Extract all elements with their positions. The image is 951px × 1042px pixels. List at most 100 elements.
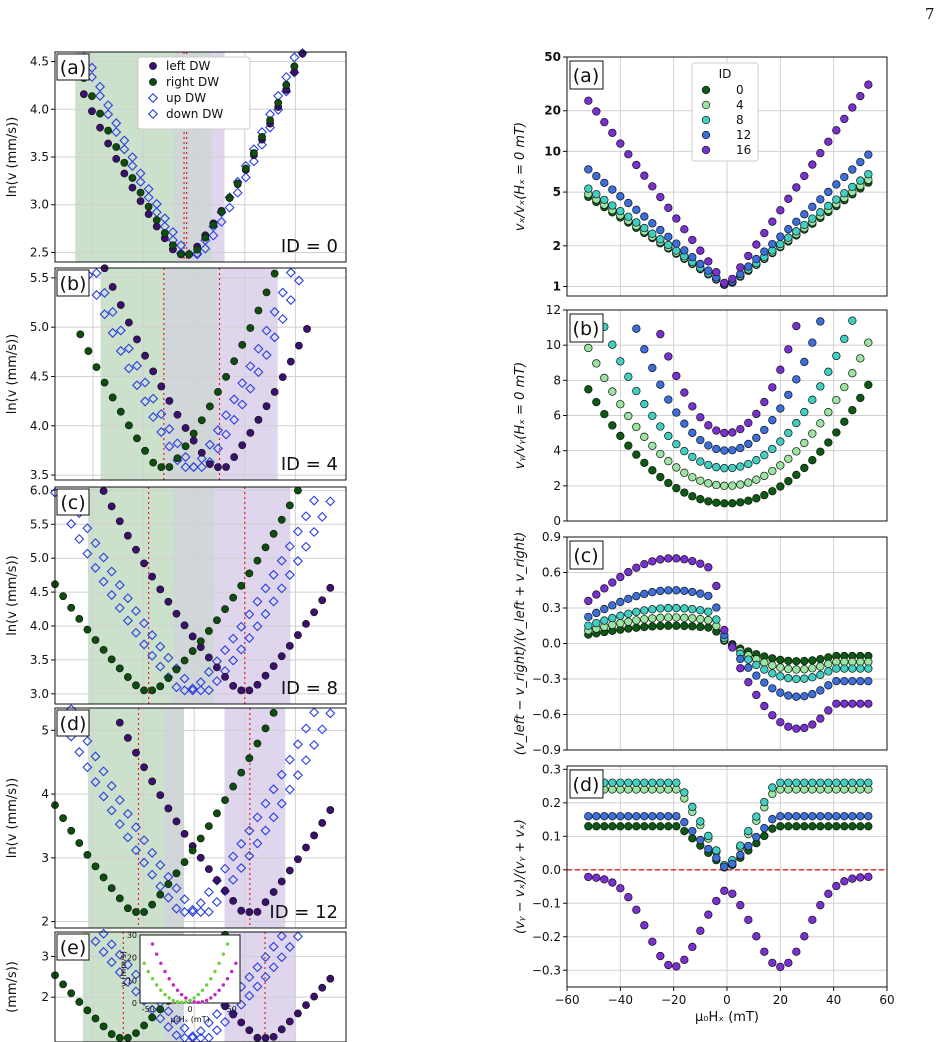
up-dw-point xyxy=(155,661,166,672)
legend-marker xyxy=(147,92,159,104)
left-dw-point xyxy=(204,653,213,662)
data-point-id-12 xyxy=(848,812,857,821)
left-dw-point xyxy=(132,545,140,554)
right-dw-point xyxy=(229,782,238,791)
left-dw-point xyxy=(237,906,246,915)
left-panel-3 xyxy=(51,704,347,929)
data-point-id-8 xyxy=(768,783,777,792)
data-point-id-4 xyxy=(616,400,625,409)
panel-label: (b) xyxy=(573,318,600,340)
right-dw-point xyxy=(99,1022,108,1031)
up-dw-point xyxy=(155,1013,166,1024)
up-dw-point xyxy=(90,562,101,573)
data-point-id-0 xyxy=(776,822,785,831)
down-dw-point xyxy=(253,367,264,378)
up-dw-point xyxy=(244,609,255,620)
left-panel-2 xyxy=(49,486,347,705)
y-tick-label: 4.5 xyxy=(30,55,49,69)
down-dw-point xyxy=(115,325,126,336)
right-dw-point xyxy=(214,388,222,396)
panel-label: (b) xyxy=(60,273,87,295)
y-tick-label: 5 xyxy=(41,723,49,737)
up-dw-point xyxy=(236,621,247,632)
y-tick-label: 2 xyxy=(553,239,561,253)
right-dw-point xyxy=(230,357,239,366)
data-point-id-4 xyxy=(808,664,817,673)
right-dw-point xyxy=(132,681,140,690)
down-dw-point xyxy=(203,1032,214,1042)
data-point-id-8 xyxy=(696,817,705,826)
right-dw-point xyxy=(189,429,198,438)
up-dw-point xyxy=(260,798,271,809)
left-dw-point xyxy=(156,791,165,800)
data-point-id-4 xyxy=(800,665,809,674)
data-point-id-16 xyxy=(848,699,857,708)
data-point-id-12 xyxy=(816,195,825,204)
data-point-id-8 xyxy=(784,778,793,787)
up-dw-point xyxy=(300,511,312,522)
left-dw-point xyxy=(261,1034,270,1042)
left-dw-point xyxy=(269,1032,278,1041)
panel-label-box xyxy=(569,313,604,343)
data-point-id-8 xyxy=(864,778,873,787)
left-dw-point xyxy=(123,531,132,540)
down-dw-point xyxy=(114,580,125,591)
up-dw-point xyxy=(123,363,134,374)
down-dw-point xyxy=(309,527,320,538)
down-dw-point xyxy=(179,894,190,905)
y-axis-label: ln(v (mm/s)) xyxy=(5,117,20,197)
data-point-id-8 xyxy=(824,201,833,211)
data-point-id-16 xyxy=(752,409,761,419)
data-point-id-12 xyxy=(584,812,593,821)
data-point-id-16 xyxy=(680,388,689,397)
data-point-id-12 xyxy=(768,684,777,693)
data-point-id-16 xyxy=(840,114,849,124)
left-dw-point xyxy=(302,843,310,852)
data-point-id-8 xyxy=(688,605,697,614)
data-point-id-8 xyxy=(776,778,785,787)
data-point-id-0 xyxy=(784,656,793,665)
data-point-id-4 xyxy=(592,359,601,368)
legend-label: down DW xyxy=(166,107,223,121)
inset-point xyxy=(184,1000,188,1004)
data-point-id-0 xyxy=(632,623,641,632)
left-dw-point xyxy=(165,397,174,405)
data-point-id-16 xyxy=(632,905,641,914)
data-point-id-8 xyxy=(680,788,689,797)
up-dw-point xyxy=(237,378,248,389)
inset-tick: -50 xyxy=(142,1005,155,1014)
data-point-id-0 xyxy=(736,498,745,507)
left-dw-point xyxy=(144,210,153,219)
up-dw-point xyxy=(228,851,239,862)
data-point-id-12 xyxy=(728,859,737,869)
down-dw-point xyxy=(269,332,280,343)
right-dw-point xyxy=(169,241,177,250)
data-point-id-8 xyxy=(840,778,849,787)
data-point-id-0 xyxy=(808,656,817,665)
data-point-id-8 xyxy=(800,407,809,417)
up-dw-point xyxy=(66,518,77,529)
data-point-id-12 xyxy=(768,815,777,824)
left-dw-point xyxy=(180,621,189,630)
right-dw-point xyxy=(185,250,194,259)
data-point-id-16 xyxy=(664,203,673,212)
data-point-id-0 xyxy=(656,822,665,831)
data-point-id-12 xyxy=(752,832,761,842)
down-dw-point xyxy=(163,1006,174,1017)
up-dw-point xyxy=(203,666,214,677)
data-point-id-8 xyxy=(712,846,721,855)
up-dw-point xyxy=(122,615,133,626)
panel-label-box xyxy=(569,60,604,90)
down-dw-point xyxy=(151,198,162,209)
data-point-id-16 xyxy=(744,678,753,687)
inset-point xyxy=(192,996,196,1000)
up-dw-point xyxy=(220,863,231,874)
data-point-id-12 xyxy=(648,219,657,228)
right-dw-point xyxy=(204,822,213,831)
data-point-id-16 xyxy=(656,555,665,564)
data-point-id-16 xyxy=(736,424,745,434)
left-dw-point xyxy=(124,318,133,327)
right-dw-point xyxy=(75,615,84,623)
right-dw-point xyxy=(173,454,182,463)
up-dw-point xyxy=(292,526,303,537)
